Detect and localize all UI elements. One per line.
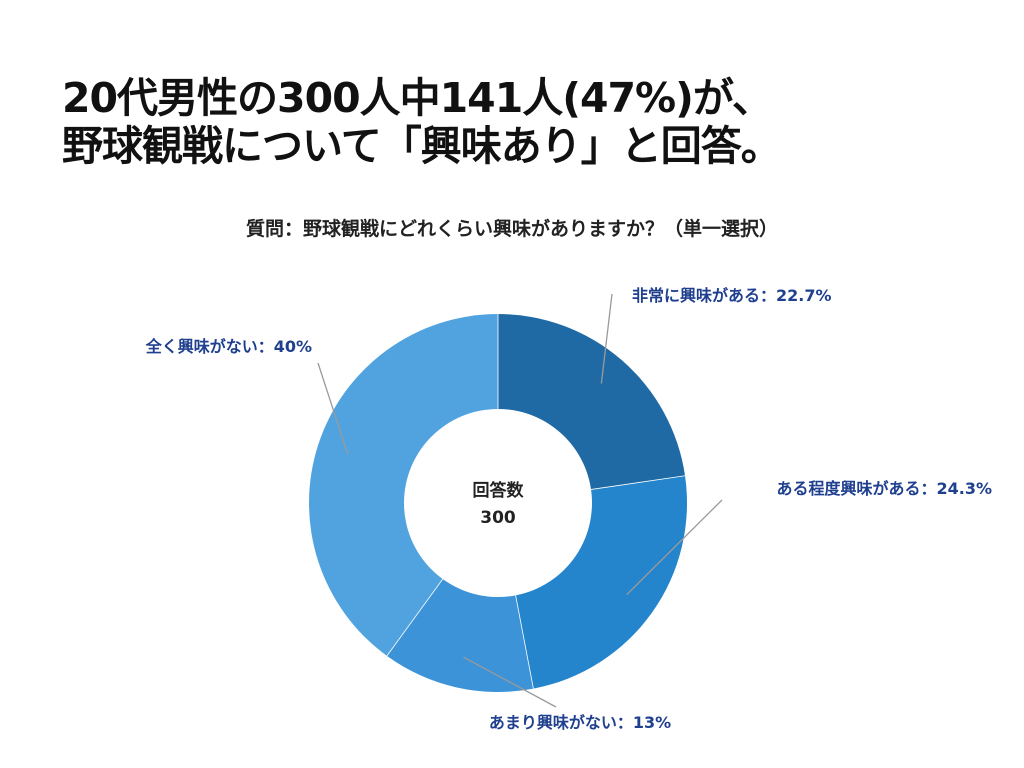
center-value: 300	[480, 508, 516, 528]
slice-labels: 非常に興味がある：22.7% ある程度興味がある：24.3% あまり興味がない：13…	[145, 286, 992, 732]
slice-label-3: あまり興味がない：13%	[489, 713, 671, 732]
leader-line-4	[317, 362, 349, 455]
donut-hole	[404, 409, 592, 597]
leader-line-2	[626, 499, 723, 596]
slice-label-2: ある程度興味がある：24.3%	[776, 479, 992, 498]
center-label: 回答数	[473, 480, 525, 501]
leader-line-3	[463, 656, 557, 708]
leader-lines	[317, 293, 723, 708]
headline: 20代男性の300人中141人(47%)が、 野球観戦について「興味あり」と回答…	[62, 74, 982, 170]
slice-label-4: 全く興味がない：40%	[145, 337, 312, 356]
slice-label-1: 非常に興味がある：22.7%	[632, 286, 832, 305]
headline-line-1: 20代男性の300人中141人(47%)が、	[62, 74, 773, 122]
leader-line-1	[600, 293, 613, 384]
donut-slice-4	[309, 314, 498, 656]
headline-line-2: 野球観戦について「興味あり」と回答。	[62, 122, 782, 170]
question-text: 質問：野球観戦にどれくらい興味がありますか？（単一選択）	[245, 218, 778, 240]
